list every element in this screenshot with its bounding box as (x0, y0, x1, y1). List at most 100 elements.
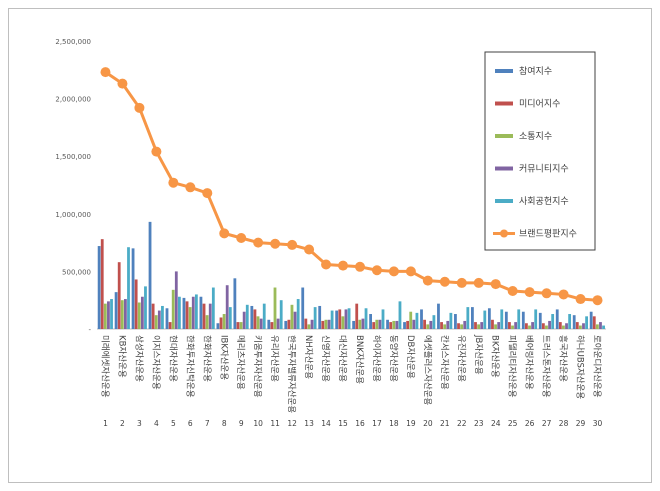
x-category-label: 키움투자자산운용 (252, 335, 263, 398)
bar (318, 305, 322, 329)
bar (437, 303, 440, 329)
y-tick-label: 1,500,000 (55, 153, 91, 161)
y-axis: - 500,000 1,000,000 1,500,000 2,000,000 2,500… (55, 38, 606, 334)
bar (284, 320, 288, 329)
bar (589, 311, 593, 329)
line-point (354, 261, 365, 272)
bar (412, 319, 416, 329)
bar (562, 325, 565, 329)
bar (131, 248, 135, 329)
bar (225, 285, 229, 329)
bar (191, 296, 195, 329)
line-point (541, 288, 552, 299)
bar (171, 289, 175, 329)
bar (327, 319, 331, 329)
x-category-label: 신영자산운용 (320, 335, 331, 382)
bar (403, 322, 406, 329)
bar (364, 308, 368, 329)
legend-swatch (495, 69, 513, 73)
line-point (151, 146, 162, 157)
line-point (371, 265, 382, 276)
bar (208, 303, 212, 329)
line-series-group (100, 67, 603, 306)
bar (205, 315, 209, 329)
line-point (439, 276, 450, 287)
bar (236, 322, 240, 329)
bar (304, 318, 308, 329)
bar (375, 319, 379, 329)
line-point (304, 244, 315, 255)
bar (97, 246, 101, 329)
bar (134, 279, 138, 329)
x-category-label: 하이자산운용 (371, 335, 382, 382)
x-rank-label: 26 (525, 419, 535, 428)
x-category-label: 칸서스자산운용 (439, 335, 450, 390)
x-rank-label: 20 (423, 419, 433, 428)
x-rank-label: 12 (287, 419, 297, 428)
legend-swatch (495, 166, 513, 171)
x-rank-label: 21 (440, 419, 450, 428)
bar (178, 296, 181, 329)
bar (151, 303, 155, 329)
bar (352, 320, 356, 329)
bar (202, 303, 206, 329)
y-tick-label: - (88, 326, 91, 334)
bar (471, 307, 474, 329)
bar (534, 309, 538, 329)
y-tick-label: 1,000,000 (55, 211, 91, 219)
bar (545, 325, 548, 329)
legend-label: 미디어지수 (519, 99, 560, 110)
x-category-label: 현대자산운용 (167, 335, 178, 382)
bar (460, 324, 464, 329)
x-rank-label: 2 (120, 419, 125, 428)
bar (211, 287, 215, 329)
line-point (456, 277, 467, 288)
bar (182, 297, 186, 329)
x-rank-label: 24 (491, 419, 501, 428)
bar (369, 314, 372, 329)
bar (386, 319, 389, 329)
line-point (321, 259, 332, 270)
x-category-label: 동양자산운용 (388, 335, 399, 382)
bar (551, 314, 555, 329)
x-category-label: NH자산운용 (303, 335, 314, 379)
bar (137, 302, 141, 329)
bar (276, 318, 280, 329)
bar (409, 311, 413, 329)
x-rank-label: 9 (239, 419, 244, 428)
bar (222, 314, 226, 329)
bar (330, 310, 334, 329)
line-point (338, 260, 349, 271)
chart-svg: - 500,000 1,000,000 1,500,000 2,000,000 2,500… (55, 38, 606, 428)
bar (565, 323, 568, 329)
legend-line-marker (500, 229, 508, 238)
x-rank-label: 1 (103, 419, 108, 428)
x-category-label: BNK자산운용 (354, 335, 365, 384)
line-point (558, 289, 569, 300)
bar (454, 314, 457, 329)
bar (120, 300, 124, 329)
bar (585, 316, 588, 329)
x-category-label: 삼성자산운용 (133, 335, 144, 382)
bar (310, 319, 314, 329)
bar (395, 320, 399, 329)
x-category-label: 미래에셋자산운용 (99, 335, 110, 398)
bar (293, 311, 297, 329)
x-category-label: 대신자산운용 (337, 335, 348, 382)
bar (219, 317, 223, 329)
x-rank-label: 28 (559, 419, 569, 428)
x-rank-label: 18 (389, 419, 399, 428)
bar (595, 324, 599, 329)
bar (154, 315, 158, 329)
bar (270, 322, 274, 329)
legend-label: 소통지수 (519, 131, 552, 142)
x-rank-label: 6 (188, 419, 193, 428)
legend-swatch (495, 199, 513, 203)
line-point (575, 294, 586, 305)
bar (480, 322, 484, 329)
bar (541, 323, 545, 329)
bar (528, 325, 531, 329)
bar (426, 324, 430, 329)
line-point (185, 182, 196, 193)
